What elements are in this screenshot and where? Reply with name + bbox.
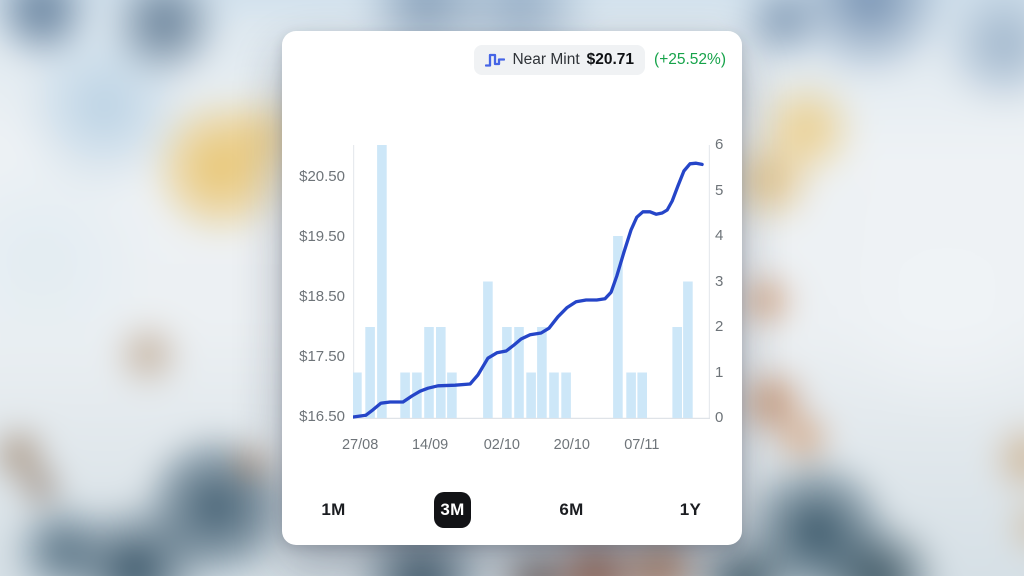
volume-bar: [626, 372, 636, 418]
volume-bar: [412, 372, 422, 418]
x-axis-date-tick: 20/10: [553, 437, 590, 453]
volume-bar: [447, 372, 457, 418]
price-line: [353, 161, 704, 419]
y-axis-volume-labels: 6 5 4 3 2 1 0: [715, 136, 741, 426]
x-axis-date-tick: 14/09: [411, 437, 449, 453]
volume-bar: [683, 281, 693, 418]
volume-bar: [400, 372, 410, 418]
y-axis-price-tick: $20.50: [299, 167, 345, 185]
y-axis-volume-tick: 0: [715, 409, 724, 426]
y-axis-volume-tick: 1: [715, 363, 724, 381]
chart-plot-area[interactable]: [353, 145, 710, 419]
volume-bar: [353, 372, 362, 418]
volume-bar: [672, 327, 682, 418]
volume-bar: [514, 327, 524, 418]
volume-bar: [424, 327, 434, 418]
y-axis-price-labels: $20.50 $19.50 $18.50 $17.50 $16.50: [282, 145, 345, 425]
price-change-percent: (+25.52%): [654, 51, 726, 68]
price-value: $20.71: [586, 51, 635, 68]
volume-bar: [637, 372, 647, 418]
x-axis-date-labels: 27/08 14/09 02/10 20/10 07/11: [342, 437, 710, 457]
y-axis-volume-tick: 5: [715, 181, 724, 199]
volume-bar: [537, 327, 547, 418]
condition-price-pill: Near Mint $20.71: [474, 45, 646, 75]
y-axis-price-tick: $16.50: [299, 407, 345, 425]
x-axis-date-tick: 02/10: [483, 437, 521, 453]
range-button-1m[interactable]: 1M: [315, 492, 352, 528]
volume-bar: [483, 281, 493, 418]
volume-bar: [502, 327, 512, 418]
volume-bar: [365, 327, 375, 418]
y-axis-volume-tick: 2: [715, 318, 724, 335]
volume-bar: [377, 145, 387, 418]
y-axis-volume-tick: 6: [715, 136, 724, 153]
volume-bar: [561, 372, 571, 418]
price-chart-card: Near Mint $20.71 (+25.52%) $20.50 $19.50 $…: [282, 31, 742, 545]
price-line-icon: [485, 53, 506, 67]
y-axis-volume-tick: 4: [715, 227, 724, 244]
price-history-chart: $20.50 $19.50 $18.50 $17.50 $16.50 6 5 4 3 2 1 0: [282, 136, 742, 426]
time-range-selector: 1M 3M 6M 1Y: [282, 492, 742, 528]
range-button-6m[interactable]: 6M: [553, 492, 590, 528]
condition-label: Near Mint: [512, 51, 580, 68]
y-axis-volume-tick: 3: [715, 272, 724, 290]
y-axis-price-tick: $19.50: [299, 227, 345, 245]
y-axis-price-tick: $18.50: [299, 287, 345, 305]
range-button-1y[interactable]: 1Y: [672, 492, 709, 528]
volume-bar: [549, 372, 559, 418]
y-axis-price-tick: $17.50: [299, 347, 345, 365]
range-button-3m[interactable]: 3M: [434, 492, 471, 528]
chart-header: Near Mint $20.71 (+25.52%): [474, 45, 726, 75]
volume-bar: [526, 372, 536, 418]
volume-bar: [436, 327, 446, 418]
x-axis-date-tick: 27/08: [341, 437, 379, 453]
volume-bar: [613, 236, 623, 418]
x-axis-date-tick: 07/11: [624, 437, 660, 453]
